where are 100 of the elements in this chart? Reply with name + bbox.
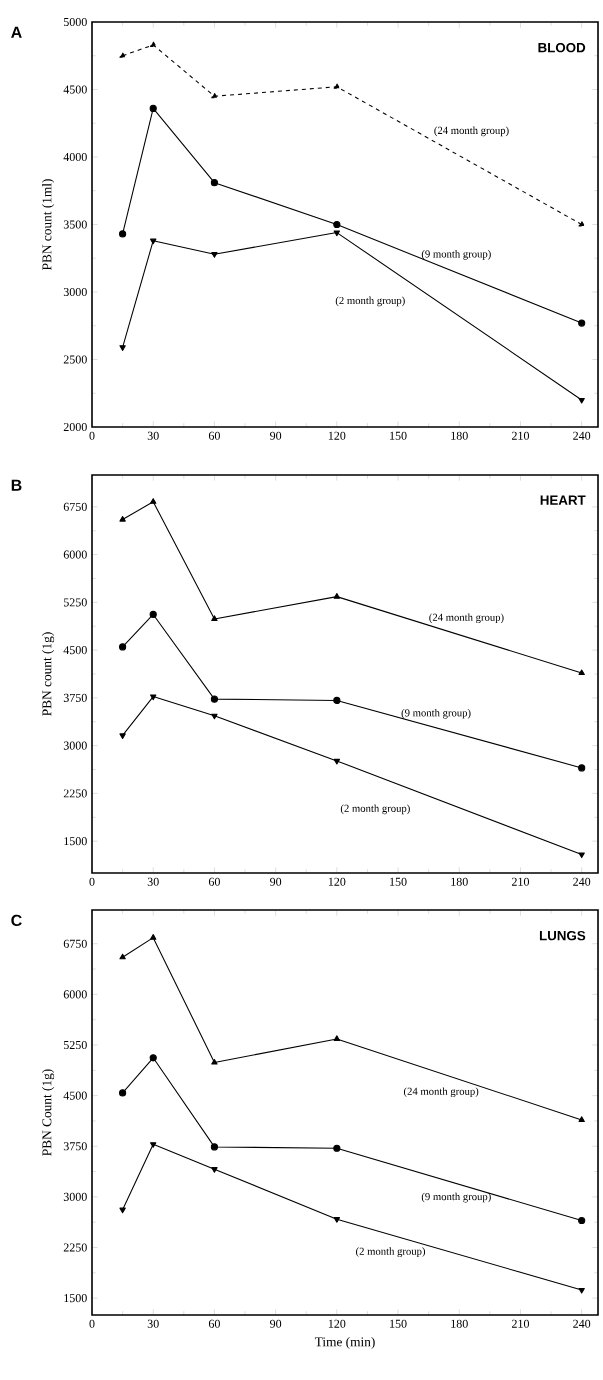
- x-tick-label: 60: [208, 431, 220, 440]
- x-tick-label: 90: [270, 877, 282, 886]
- x-tick-label: 60: [208, 1319, 220, 1328]
- x-tick-label: 210: [512, 431, 530, 440]
- point: [211, 252, 218, 258]
- y-tick-label: 3000: [63, 287, 87, 297]
- y-tick-label: 6750: [63, 939, 87, 948]
- x-tick-label: 120: [328, 431, 346, 440]
- x-tick-label: 150: [390, 431, 407, 440]
- x-tick-label: 210: [512, 1319, 530, 1328]
- point: [578, 319, 586, 327]
- y-tick-label: 4500: [63, 1091, 87, 1100]
- point: [211, 1167, 218, 1173]
- y-tick-label: 1500: [64, 837, 87, 846]
- point: [119, 1207, 126, 1214]
- text: HEART: [540, 495, 586, 505]
- point: [578, 764, 586, 772]
- x-tick-label: 180: [451, 877, 468, 886]
- point: [119, 643, 127, 651]
- point: [150, 934, 157, 940]
- x-tick-label: 0: [89, 431, 95, 440]
- point: [119, 733, 126, 740]
- point: [211, 92, 218, 99]
- point: [333, 1144, 341, 1152]
- point: [210, 695, 219, 703]
- x-tick-label: 30: [147, 1319, 159, 1328]
- x-tick-label: 90: [270, 431, 282, 440]
- x-tick-label: 0: [89, 1319, 95, 1328]
- point: [150, 694, 157, 701]
- series-label: (2 month group): [340, 804, 410, 815]
- y-tick-label: 2500: [63, 355, 87, 364]
- x-tick-label: 90: [270, 1319, 282, 1328]
- point: [210, 1143, 219, 1151]
- x-tick-label: 150: [390, 1319, 407, 1328]
- point: [578, 1287, 585, 1294]
- x-tick-label: 210: [512, 877, 530, 886]
- point: [578, 220, 585, 227]
- y-tick-label: 2250: [63, 789, 87, 798]
- y-tick-label: 2250: [63, 1243, 87, 1252]
- x-tick-label: 30: [147, 877, 159, 886]
- point: [333, 230, 341, 237]
- y-tick-label: 3750: [63, 693, 87, 702]
- series-label: (2 month group): [335, 296, 405, 307]
- text: BLOOD: [538, 42, 586, 53]
- point: [211, 1058, 218, 1065]
- point: [333, 1217, 341, 1223]
- series-label: (9 month group): [421, 1192, 491, 1203]
- y-tick-label: 4500: [63, 646, 87, 655]
- point: [119, 1089, 127, 1097]
- y-tick-label: 5250: [63, 598, 87, 607]
- y-tick-label: 4500: [63, 85, 87, 94]
- point: [333, 220, 341, 229]
- x-tick-label: 150: [390, 877, 407, 886]
- y-axis-title: PBN count (1ml): [42, 179, 55, 271]
- series-label: (24 month group): [403, 1087, 479, 1098]
- series-label: (9 month group): [421, 250, 491, 260]
- point: [149, 1054, 157, 1062]
- x-tick-label: 30: [147, 431, 159, 440]
- x-tick-label: 60: [208, 877, 220, 886]
- point: [149, 104, 157, 112]
- text: C: [11, 914, 22, 927]
- point: [150, 238, 157, 245]
- y-axis-title: PBN count (1g): [41, 632, 55, 716]
- text: LUNGS: [539, 930, 586, 941]
- point: [333, 758, 341, 765]
- point: [578, 852, 585, 859]
- point: [210, 179, 219, 187]
- y-tick-label: 3750: [63, 1142, 87, 1151]
- text: A: [11, 26, 22, 38]
- point: [119, 52, 126, 58]
- y-tick-label: 6750: [63, 502, 87, 511]
- y-tick-label: 3500: [63, 220, 87, 229]
- x-tick-label: 180: [451, 431, 468, 440]
- point: [119, 515, 126, 522]
- x-tick-label: 240: [573, 1319, 591, 1328]
- x-axis-title: Time (min): [314, 1336, 375, 1350]
- y-tick-label: 1500: [64, 1294, 87, 1303]
- point: [149, 610, 157, 619]
- point: [333, 83, 341, 89]
- x-tick-label: 120: [328, 1319, 346, 1328]
- point: [211, 713, 218, 720]
- point: [119, 345, 126, 351]
- point: [150, 41, 157, 47]
- y-tick-label: 6000: [63, 990, 87, 999]
- x-tick-label: 120: [328, 877, 346, 886]
- y-tick-label: 6000: [63, 550, 87, 559]
- text: B: [11, 479, 22, 491]
- y-tick-label: 5000: [63, 17, 87, 27]
- y-tick-label: 5250: [63, 1040, 87, 1050]
- y-tick-label: 4000: [63, 152, 87, 162]
- y-tick-label: 2000: [63, 422, 87, 432]
- point: [578, 397, 585, 404]
- y-tick-label: 3000: [63, 1192, 87, 1201]
- point: [150, 1142, 157, 1148]
- point: [578, 669, 585, 676]
- point: [333, 696, 341, 705]
- series-label: (9 month group): [401, 708, 471, 719]
- x-tick-label: 240: [573, 877, 591, 886]
- point: [211, 615, 218, 621]
- x-tick-label: 0: [89, 877, 95, 886]
